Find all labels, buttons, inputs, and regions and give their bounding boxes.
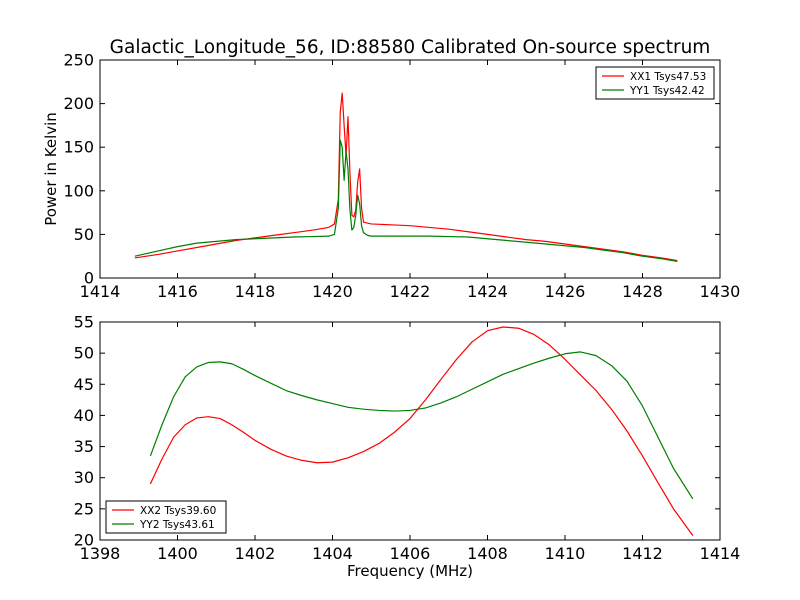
y-tick-label: 25 [74,499,94,518]
x-tick-label: 1426 [545,282,586,301]
x-tick-label: 1424 [467,282,508,301]
series-line-yy2-tsys43-61 [149,351,694,500]
y-tick-label: 20 [74,531,94,550]
y-axis-label: Power in Kelvin [42,112,60,226]
legend-entry-label: YY2 Tsys43.61 [139,519,215,531]
chart-title: Galactic_Longitude_56, ID:88580 Calibrat… [110,37,711,58]
y-tick-label: 50 [74,344,94,363]
x-tick-label: 1400 [157,544,198,563]
y-tick-label: 200 [63,94,94,113]
legend-box [105,500,227,534]
x-tick-label: 1422 [390,282,431,301]
x-tick-label: 1406 [390,544,431,563]
x-tick-label: 1402 [235,544,276,563]
y-tick-label: 250 [63,51,94,70]
x-tick-label: 1430 [700,282,741,301]
bottom-panel: 1398 1400 1402 1404 1406 1408 1410 1412 1414 20 25… [74,313,741,581]
x-tick-label: 1404 [312,544,353,563]
y-tick-label: 100 [63,181,94,200]
x-tick-label: 1416 [157,282,198,301]
y-tick-label: 0 [84,269,94,288]
legend: XX1 Tsys47.53 YY1 Tsys42.42 [595,66,715,100]
x-tick-label: 1398 [80,544,121,563]
x-tick-label: 1418 [235,282,276,301]
legend-entry-label: YY1 Tsys42.42 [629,85,705,97]
y-tick-label: 150 [63,138,94,157]
y-tick-label: 50 [74,225,94,244]
x-tick-label: 1414 [700,544,741,563]
x-tick-label: 1420 [312,282,353,301]
y-tick-label: 30 [74,468,94,487]
series-line-yy1-tsys42-42 [134,139,678,263]
x-tick-label: 1428 [622,282,663,301]
legend: XX2 Tsys39.60 YY2 Tsys43.61 [105,500,227,534]
x-tick-label: 1410 [545,544,586,563]
legend-entry-label: XX1 Tsys47.53 [630,71,706,83]
y-tick-label: 45 [74,375,94,394]
top-panel: 1414 1416 1418 1420 1422 1424 1426 1428 1430 0 50 1… [42,51,740,302]
y-tick-label: 55 [74,313,94,332]
series-line-xx1-tsys47-53 [134,92,678,262]
y-tick-label: 35 [74,437,94,456]
x-tick-label: 1408 [467,544,508,563]
legend-box [595,66,715,100]
x-tick-label: 1412 [622,544,663,563]
x-tick-label: 1414 [80,282,121,301]
legend-entry-label: XX2 Tsys39.60 [140,505,216,517]
y-tick-label: 40 [74,406,94,425]
x-axis-label: Frequency (MHz) [347,562,473,580]
series-line-xx2-tsys39-60 [149,326,694,536]
